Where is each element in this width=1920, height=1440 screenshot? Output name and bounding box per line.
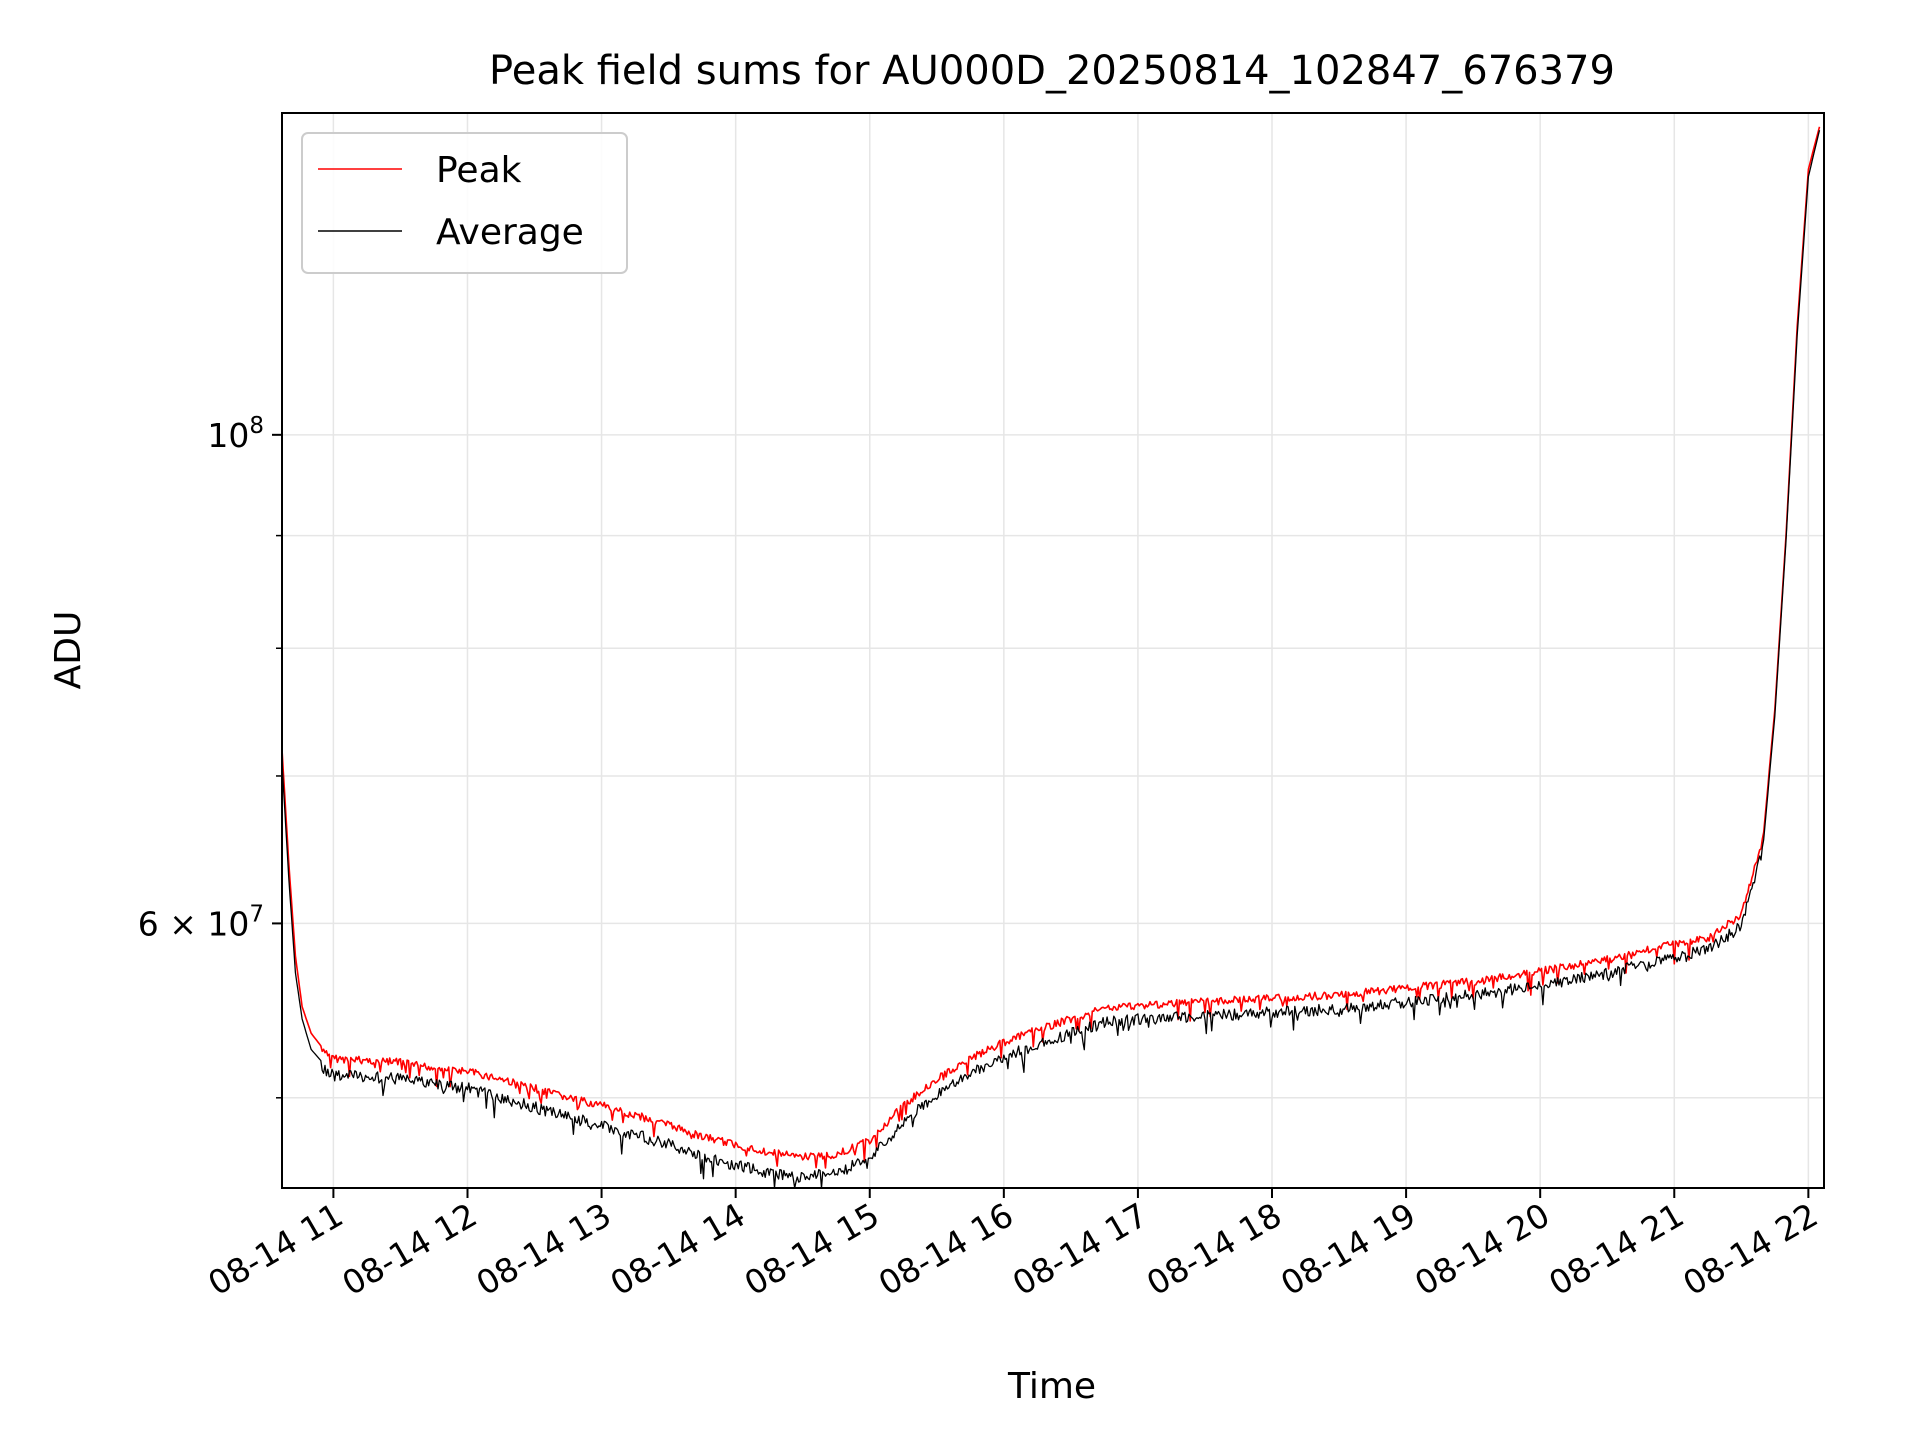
series-layer (281, 126, 1821, 1189)
y-axis: 108 6 × 107 (138, 413, 282, 1099)
y-tick-label: 6 × 107 (138, 901, 264, 943)
series-average-line (281, 130, 1821, 1189)
legend-average-label: Average (436, 212, 584, 253)
plot-area (282, 113, 1824, 1188)
legend-peak-label: Peak (436, 150, 522, 191)
grid (282, 113, 1824, 1188)
legend: Peak Average (301, 132, 628, 274)
series-peak-line (281, 126, 1821, 1169)
x-axis-label: Time (1007, 1366, 1096, 1407)
legend-box (301, 132, 628, 274)
y-axis-label: ADU (48, 611, 89, 690)
plot-frame (281, 112, 1825, 1189)
y-tick-label: 108 (207, 413, 264, 455)
chart-title: Peak field sums for AU000D_20250814_1028… (489, 48, 1615, 94)
